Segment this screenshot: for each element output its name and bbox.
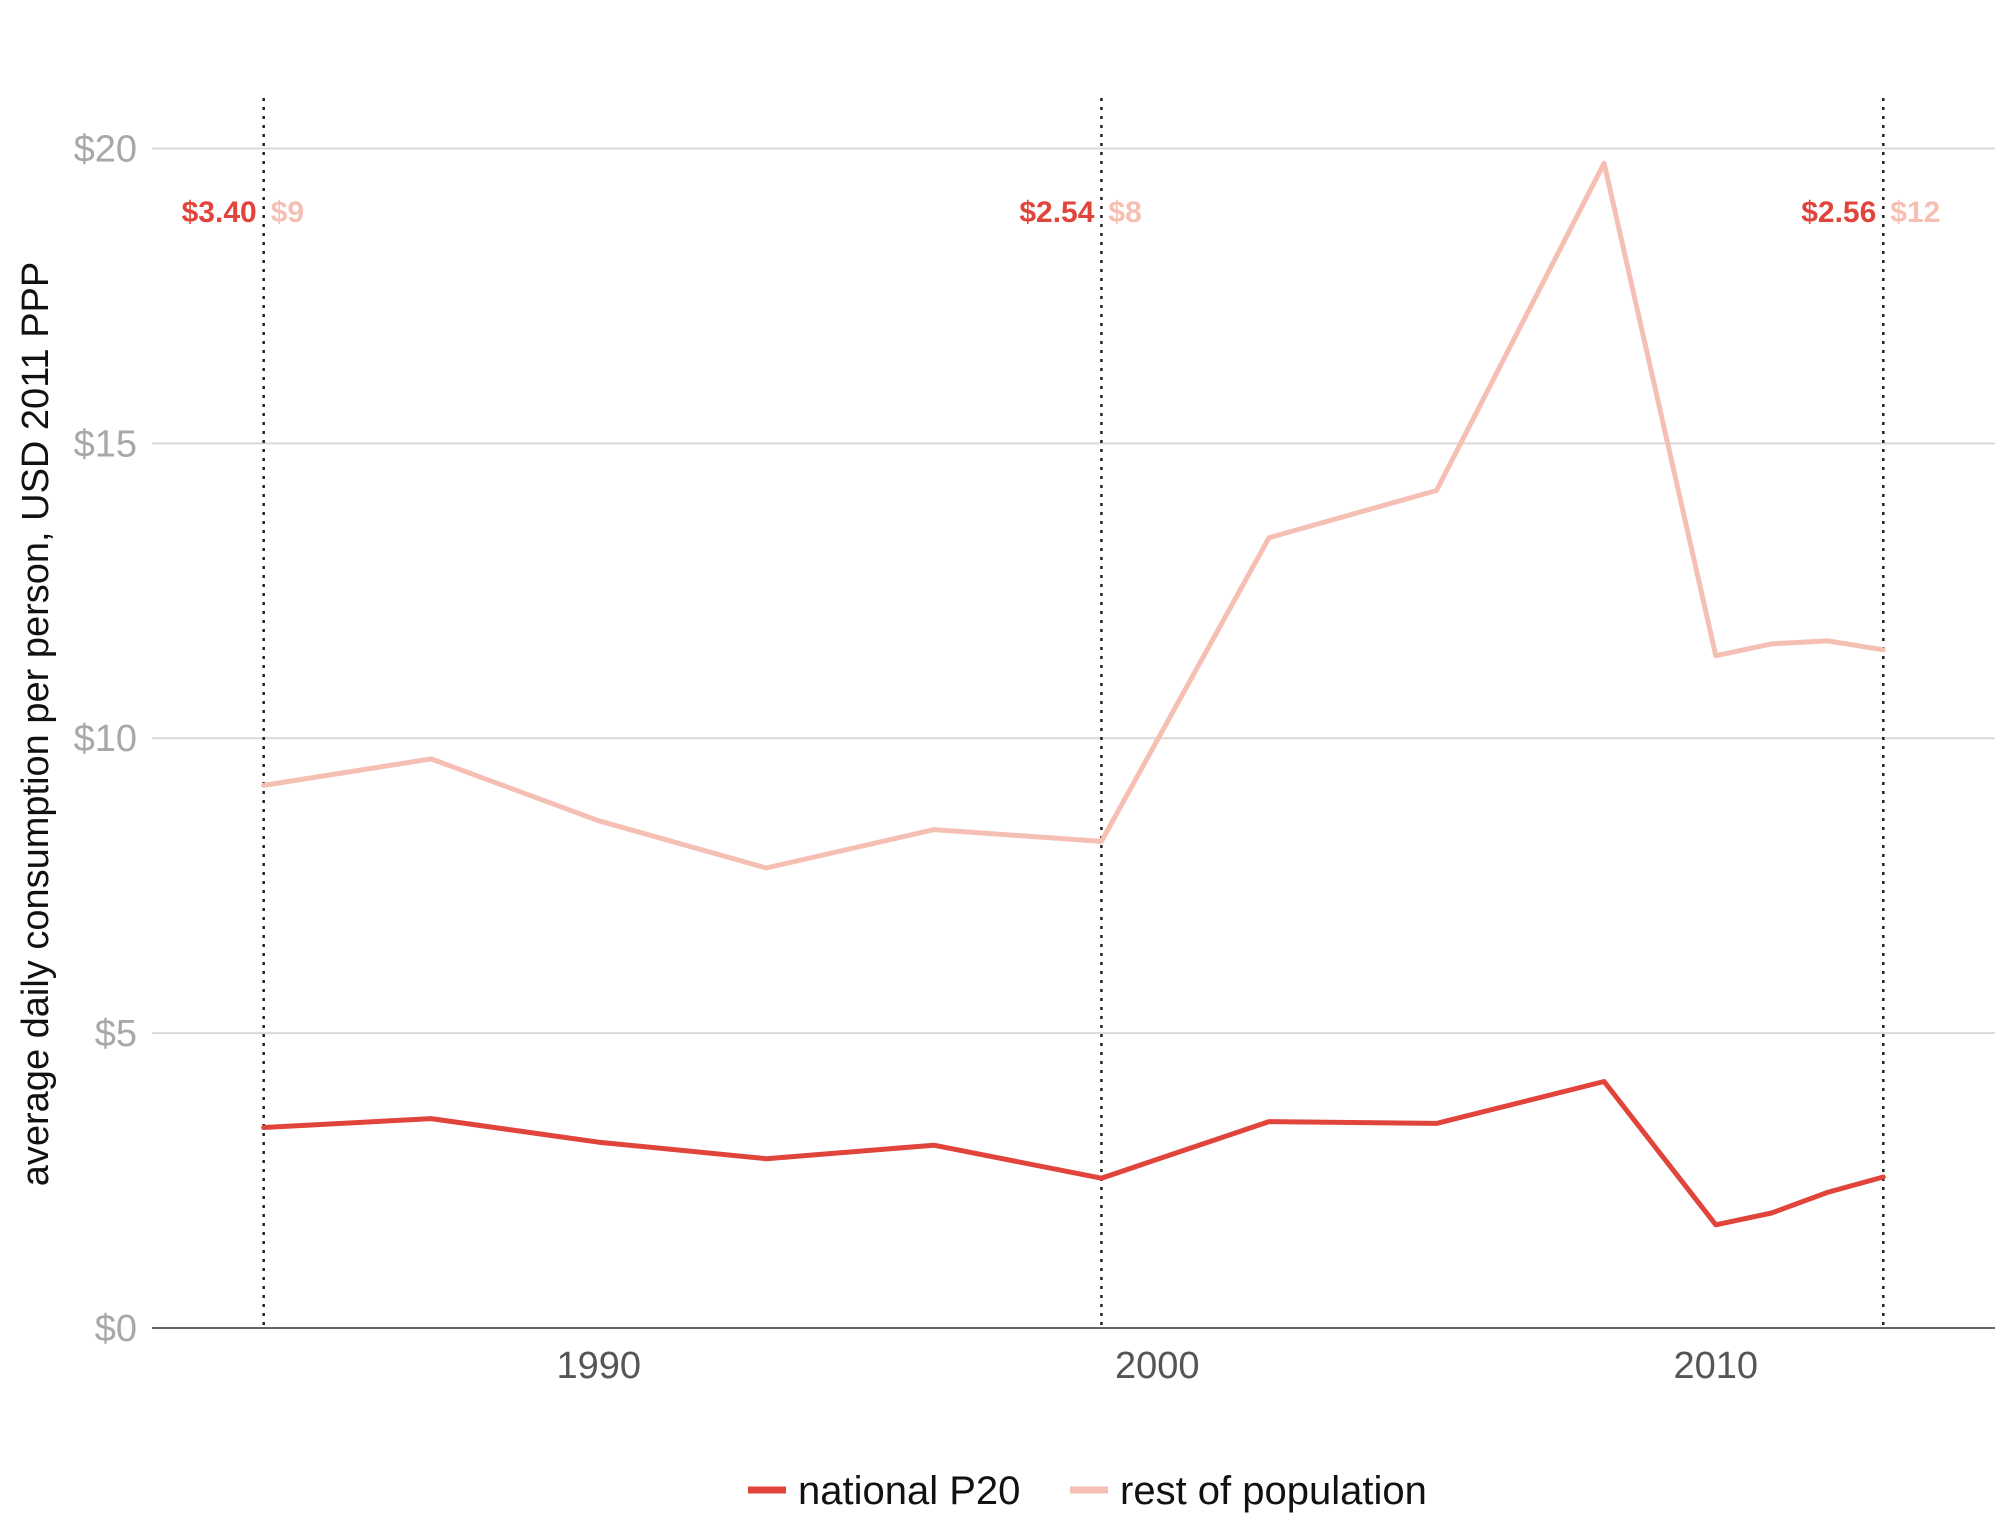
legend: national P20 rest of population <box>748 1469 1427 1513</box>
p20-value-annotation: $3.40 <box>182 196 257 229</box>
rest-value-annotation: $8 <box>1108 196 1141 229</box>
rest-value-annotation: $12 <box>1890 196 1940 229</box>
gridlines <box>152 147 1995 1035</box>
x-tick-label: 2000 <box>1115 1345 1200 1387</box>
series-lines <box>261 160 1886 1228</box>
y-tick-label: $10 <box>74 718 137 760</box>
y-axis-ticks: $0 $5 $10 $15 $20 <box>74 128 137 1350</box>
legend-label: rest of population <box>1120 1469 1427 1513</box>
x-tick-label: 1990 <box>557 1345 642 1387</box>
x-tick-label: 2010 <box>1673 1345 1758 1387</box>
y-axis-label: average daily consumption per person, US… <box>15 262 57 1187</box>
value-annotations: $3.40 $9 $2.54 $8 $2.56 $12 <box>182 196 1941 229</box>
y-tick-label: $0 <box>95 1308 137 1350</box>
rest-value-annotation: $9 <box>271 196 304 229</box>
y-tick-label: $5 <box>95 1013 137 1055</box>
series-line <box>261 1079 1886 1228</box>
p20-value-annotation: $2.56 <box>1801 196 1876 229</box>
x-axis-ticks: 1990 2000 2010 <box>557 1345 1759 1387</box>
reference-lines <box>262 98 1885 1328</box>
series-line <box>261 160 1886 871</box>
y-tick-label: $15 <box>74 423 137 465</box>
p20-value-annotation: $2.54 <box>1019 196 1094 229</box>
legend-label: national P20 <box>798 1469 1020 1513</box>
y-tick-label: $20 <box>74 128 137 170</box>
